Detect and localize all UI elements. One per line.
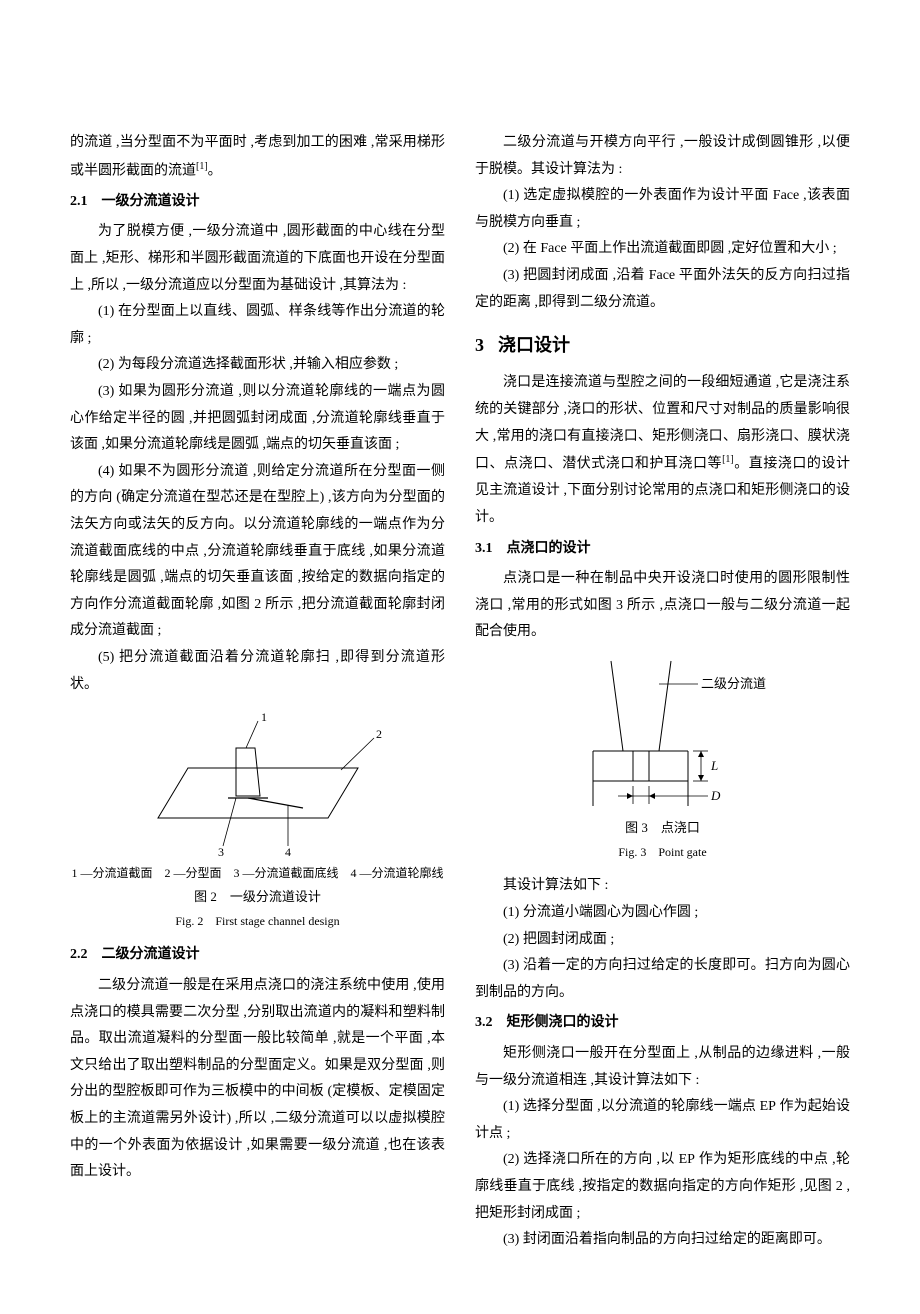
figure-2-caption-cn: 图 2 一级分流道设计 [70,885,445,910]
list-item: (2) 为每段分流道选择截面形状 ,并输入相应参数 ; [70,352,445,379]
cite-ref: [1] [196,161,208,172]
paragraph: 二级分流道与开模方向平行 ,一般设计成倒圆锥形 ,以便于脱模。其设计算法为 : [475,130,850,183]
section-num: 3 [475,328,484,362]
right-column: 二级分流道与开模方向平行 ,一般设计成倒圆锥形 ,以便于脱模。其设计算法为 : … [475,130,850,1254]
paragraph: 点浇口是一种在制品中央开设浇口时使用的圆形限制性浇口 ,常用的形式如图 3 所示… [475,566,850,646]
text: (3) 把圆封闭成面 ,沿着 [503,268,649,283]
list-item: (2) 在 Face 平面上作出流道截面即圆 ,定好位置和大小 ; [475,236,850,263]
fig-label-1: 1 [261,710,267,724]
figure-3-svg: 二级分流道 L D [553,656,773,816]
text: 。 [208,163,222,178]
fig3-runner-label: 二级分流道 [701,676,766,691]
list-item: (1) 在分型面上以直线、圆弧、样条线等作出分流道的轮廓 ; [70,299,445,352]
fig-label-3: 3 [218,845,224,858]
section-title: 浇口设计 [498,335,570,355]
figure-3-caption-cn: 图 3 点浇口 [475,816,850,841]
figure-2: 1 2 3 4 1 —分流道截面 2 —分型面 3 —分流道截面底线 4 —分流… [70,708,445,932]
list-item: (5) 把分流道截面沿着分流道轮廓扫 ,即得到分流道形状。 [70,645,445,698]
paragraph: 其设计算法如下 : [475,873,850,900]
figure-2-caption-en: Fig. 2 First stage channel design [70,910,445,933]
subheading-3-1: 3.1 点浇口的设计 [475,536,850,563]
list-item: (1) 选择分型面 ,以分流道的轮廓线一端点 EP 作为起始设计点 ; [475,1094,850,1147]
figure-3-caption-en: Fig. 3 Point gate [475,841,850,864]
list-item: (3) 如果为圆形分流道 ,则以分流道轮廓线的一端点为圆心作给定半径的圆 ,并把… [70,379,445,459]
text: 的流道 ,当分型面不为平面时 ,考虑到加工的困难 ,常采用梯形或半圆形截面的流道 [70,135,445,178]
list-item: (3) 封闭面沿着指向制品的方向扫过给定的距离即可。 [475,1227,850,1254]
figure-2-svg: 1 2 3 4 [128,708,388,858]
subheading-2-2: 2.2 二级分流道设计 [70,942,445,969]
paragraph: 浇口是连接流道与型腔之间的一段细短通道 ,它是浇注系统的关键部分 ,浇口的形状、… [475,370,850,531]
fig3-L-label: L [710,758,718,773]
left-column: 的流道 ,当分型面不为平面时 ,考虑到加工的困难 ,常采用梯形或半圆形截面的流道… [70,130,445,1254]
paragraph: 为了脱模方便 ,一级分流道中 ,圆形截面的中心线在分型面上 ,矩形、梯形和半圆形… [70,219,445,299]
list-item: (3) 把圆封闭成面 ,沿着 Face 平面外法矢的反方向扫过指定的距离 ,即得… [475,263,850,316]
text: (1) 选择分型面 ,以分流道的轮廓线一端点 [503,1099,760,1114]
text: (2) 选择浇口所在的方向 ,以 [503,1152,679,1167]
text: (1) 选定虚拟模腔的一外表面作为设计平面 [503,188,773,203]
text-roman: EP [679,1152,695,1167]
page-columns: 的流道 ,当分型面不为平面时 ,考虑到加工的困难 ,常采用梯形或半圆形截面的流道… [70,130,850,1254]
paragraph: 二级分流道一般是在采用点浇口的浇注系统中使用 ,使用点浇口的模具需要二次分型 ,… [70,973,445,1186]
list-item: (2) 选择浇口所在的方向 ,以 EP 作为矩形底线的中点 ,轮廓线垂直于底线 … [475,1147,850,1227]
list-item: (2) 把圆封闭成面 ; [475,927,850,954]
text-roman: Face [773,188,799,203]
list-item: (3) 沿着一定的方向扫过给定的长度即可。扫方向为圆心到制品的方向。 [475,953,850,1006]
cite-ref: [1] [722,454,734,465]
subheading-2-1: 2.1 一级分流道设计 [70,189,445,216]
text-roman: Face [540,241,566,256]
paragraph: 的流道 ,当分型面不为平面时 ,考虑到加工的困难 ,常采用梯形或半圆形截面的流道… [70,130,445,185]
list-item: (1) 分流道小端圆心为圆心作圆 ; [475,900,850,927]
figure-2-legend: 1 —分流道截面 2 —分型面 3 —分流道截面底线 4 —分流道轮廓线 [70,862,445,885]
fig-label-2: 2 [376,727,382,741]
section-heading-3: 3 浇口设计 [475,328,850,362]
paragraph: 矩形侧浇口一般开在分型面上 ,从制品的边缘进料 ,一般与一级分流道相连 ,其设计… [475,1041,850,1094]
list-item: (4) 如果不为圆形分流道 ,则给定分流道所在分型面一侧的方向 (确定分流道在型… [70,459,445,645]
fig3-D-label: D [710,788,721,803]
text-roman: EP [760,1099,776,1114]
text: (2) 在 [503,241,540,256]
text: 平面上作出流道截面即圆 ,定好位置和大小 ; [567,241,837,256]
fig-label-4: 4 [285,845,291,858]
text-roman: Face [649,268,675,283]
figure-3: 二级分流道 L D 图 3 点浇口 Fig. 3 Point gate [475,656,850,863]
list-item: (1) 选定虚拟模腔的一外表面作为设计平面 Face ,该表面与脱模方向垂直 ; [475,183,850,236]
subheading-3-2: 3.2 矩形侧浇口的设计 [475,1010,850,1037]
